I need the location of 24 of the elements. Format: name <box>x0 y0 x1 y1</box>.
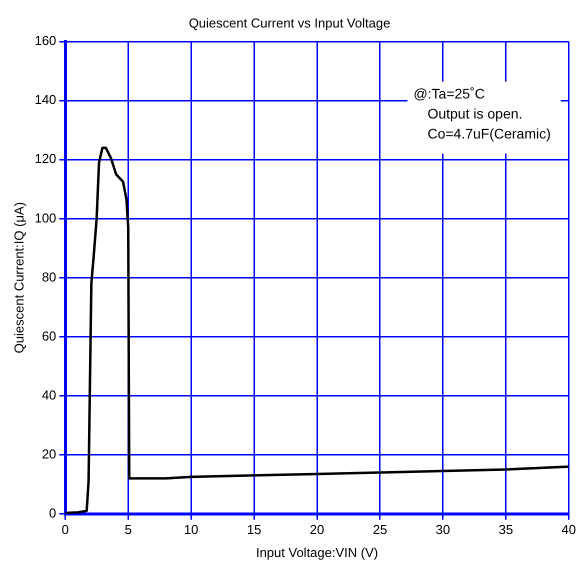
x-tick-label: 15 <box>246 522 262 538</box>
x-tick-label: 30 <box>436 522 450 538</box>
annotation: @:Ta=25˚C <box>413 85 485 102</box>
x-tick-label: 5 <box>124 522 132 538</box>
x-tick-label: 40 <box>562 522 576 538</box>
y-tick-label: 140 <box>34 92 56 108</box>
y-tick-label: 60 <box>42 328 56 344</box>
y-tick-label: 80 <box>42 269 56 284</box>
x-tick-label: 0 <box>62 522 69 538</box>
y-tick-label: 100 <box>34 210 56 226</box>
x-tick-label: 20 <box>310 522 324 538</box>
y-tick-label: 20 <box>42 446 56 462</box>
x-tick-label: 10 <box>184 522 198 538</box>
y-tick-label: 0 <box>49 505 56 520</box>
y-tick-label: 40 <box>42 387 56 402</box>
x-axis-title: Input Voltage:VIN (V) <box>256 544 378 560</box>
y-tick-label: 120 <box>34 151 56 166</box>
y-axis-title: Quiescent Current:IQ (μA) <box>11 202 26 354</box>
annotation: Co=4.7uF(Ceramic) <box>427 125 551 142</box>
annotation: Output is open. <box>427 105 522 122</box>
x-tick-label: 25 <box>372 522 388 538</box>
y-tick-label: 160 <box>34 33 56 48</box>
chart-title: Quiescent Current vs Input Voltage <box>188 15 390 30</box>
x-tick-label: 35 <box>498 522 514 538</box>
